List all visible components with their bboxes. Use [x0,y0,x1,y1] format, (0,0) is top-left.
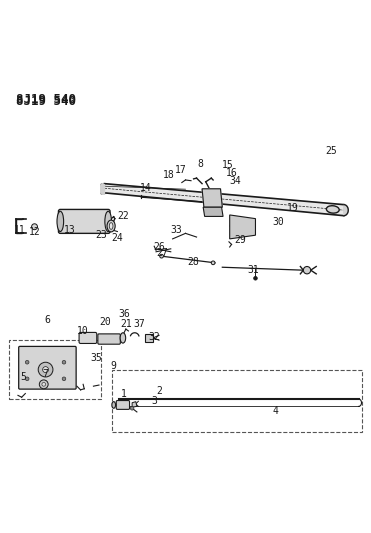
Text: 27: 27 [157,248,168,259]
Text: 15: 15 [222,160,234,170]
Text: 32: 32 [148,332,160,342]
Text: 22: 22 [117,211,129,221]
Circle shape [38,362,53,377]
Ellipse shape [107,220,115,232]
Text: 9: 9 [111,361,116,371]
Polygon shape [132,402,137,407]
Text: 24: 24 [112,233,123,243]
Text: 19: 19 [286,203,298,213]
Text: 37: 37 [134,319,145,328]
Circle shape [42,383,46,386]
Text: 20: 20 [100,318,111,327]
Text: 31: 31 [248,265,259,275]
Polygon shape [145,334,153,342]
FancyBboxPatch shape [19,346,76,389]
FancyBboxPatch shape [116,400,129,409]
FancyBboxPatch shape [59,209,110,233]
Text: 14: 14 [140,183,152,193]
Circle shape [25,377,29,381]
Circle shape [160,254,163,258]
Circle shape [211,261,215,265]
Text: 25: 25 [325,146,337,156]
Text: 17: 17 [175,165,187,175]
Circle shape [39,380,48,389]
Circle shape [130,407,134,410]
Ellipse shape [109,223,113,229]
FancyBboxPatch shape [79,333,97,343]
Text: 1: 1 [121,389,127,399]
Circle shape [254,277,257,280]
Text: 26: 26 [153,242,165,252]
Ellipse shape [326,206,339,213]
Circle shape [25,360,29,364]
Text: 23: 23 [95,230,107,240]
Text: 8J19 540: 8J19 540 [16,93,76,107]
Polygon shape [344,205,348,216]
Polygon shape [105,184,344,216]
Text: 7: 7 [42,369,48,379]
Circle shape [62,360,66,364]
Text: 28: 28 [187,257,199,267]
Text: 29: 29 [234,235,246,245]
Text: 35: 35 [91,353,102,363]
Circle shape [43,367,49,373]
Polygon shape [202,189,222,207]
Text: 12: 12 [29,227,40,237]
Text: 21: 21 [120,319,132,328]
Text: 5: 5 [20,372,26,382]
Text: 6: 6 [45,315,51,325]
Text: 3: 3 [151,396,157,406]
Polygon shape [101,184,105,193]
Ellipse shape [112,402,115,408]
Text: 34: 34 [229,176,241,186]
Text: 2: 2 [156,386,162,396]
Text: 16: 16 [226,168,237,179]
Text: 8J19 540: 8J19 540 [16,95,76,108]
Ellipse shape [105,211,112,231]
Text: 36: 36 [118,309,130,319]
Circle shape [32,224,37,230]
Text: 18: 18 [163,170,175,180]
Circle shape [62,377,66,381]
Text: 4: 4 [273,406,279,416]
Text: 13: 13 [64,225,75,235]
Text: 8: 8 [197,159,203,169]
Text: 33: 33 [170,225,182,235]
Polygon shape [203,207,223,216]
Text: 30: 30 [272,216,284,227]
Ellipse shape [120,333,126,343]
Text: 11: 11 [14,225,26,235]
Circle shape [303,266,311,274]
Text: 10: 10 [77,326,89,336]
Polygon shape [230,215,256,239]
FancyBboxPatch shape [98,334,120,344]
Polygon shape [202,189,222,207]
Ellipse shape [57,211,63,231]
